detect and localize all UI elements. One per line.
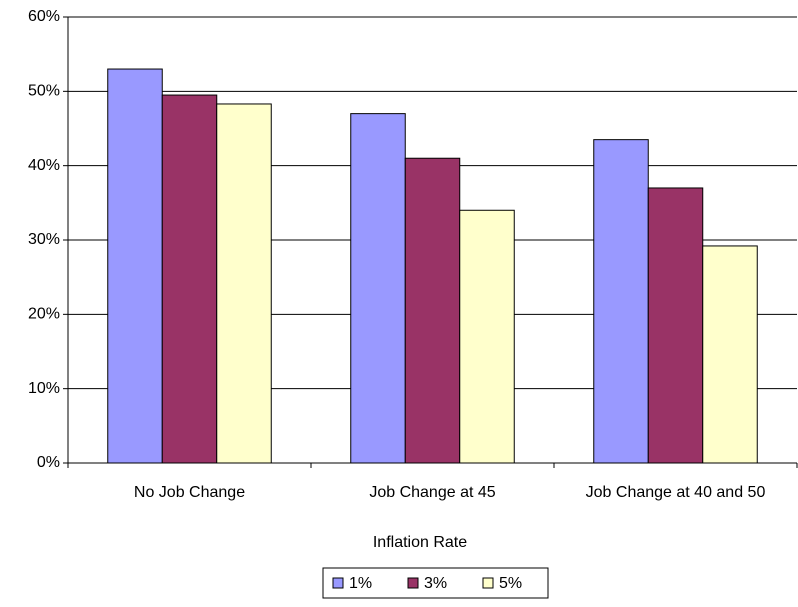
x-tick-label: Job Change at 45 bbox=[369, 484, 495, 501]
y-tick-label: 20% bbox=[28, 306, 60, 323]
x-tick-label: Job Change at 40 and 50 bbox=[586, 484, 766, 501]
legend-swatch bbox=[482, 577, 494, 589]
x-axis-label: Inflation Rate bbox=[373, 534, 467, 551]
bar bbox=[216, 103, 272, 464]
bar bbox=[459, 209, 515, 464]
y-tick-label: 50% bbox=[28, 83, 60, 100]
bar bbox=[161, 94, 218, 464]
y-tick-label: 10% bbox=[28, 380, 60, 397]
y-tick-label: 60% bbox=[28, 8, 60, 25]
bar bbox=[702, 245, 758, 464]
legend-swatch bbox=[332, 577, 344, 589]
bar bbox=[107, 68, 163, 464]
x-tick-label: No Job Change bbox=[134, 484, 245, 501]
y-tick-label: 30% bbox=[28, 231, 60, 248]
legend-label: 5% bbox=[499, 575, 522, 592]
y-tick-label: 40% bbox=[28, 157, 60, 174]
y-tick-label: 0% bbox=[37, 454, 60, 471]
legend-swatch bbox=[407, 577, 419, 589]
bar bbox=[404, 157, 461, 464]
bar bbox=[647, 187, 704, 464]
legend-label: 1% bbox=[349, 575, 372, 592]
bar bbox=[593, 139, 649, 464]
bar bbox=[350, 113, 406, 464]
legend-box bbox=[322, 567, 549, 599]
legend-label: 3% bbox=[424, 575, 447, 592]
